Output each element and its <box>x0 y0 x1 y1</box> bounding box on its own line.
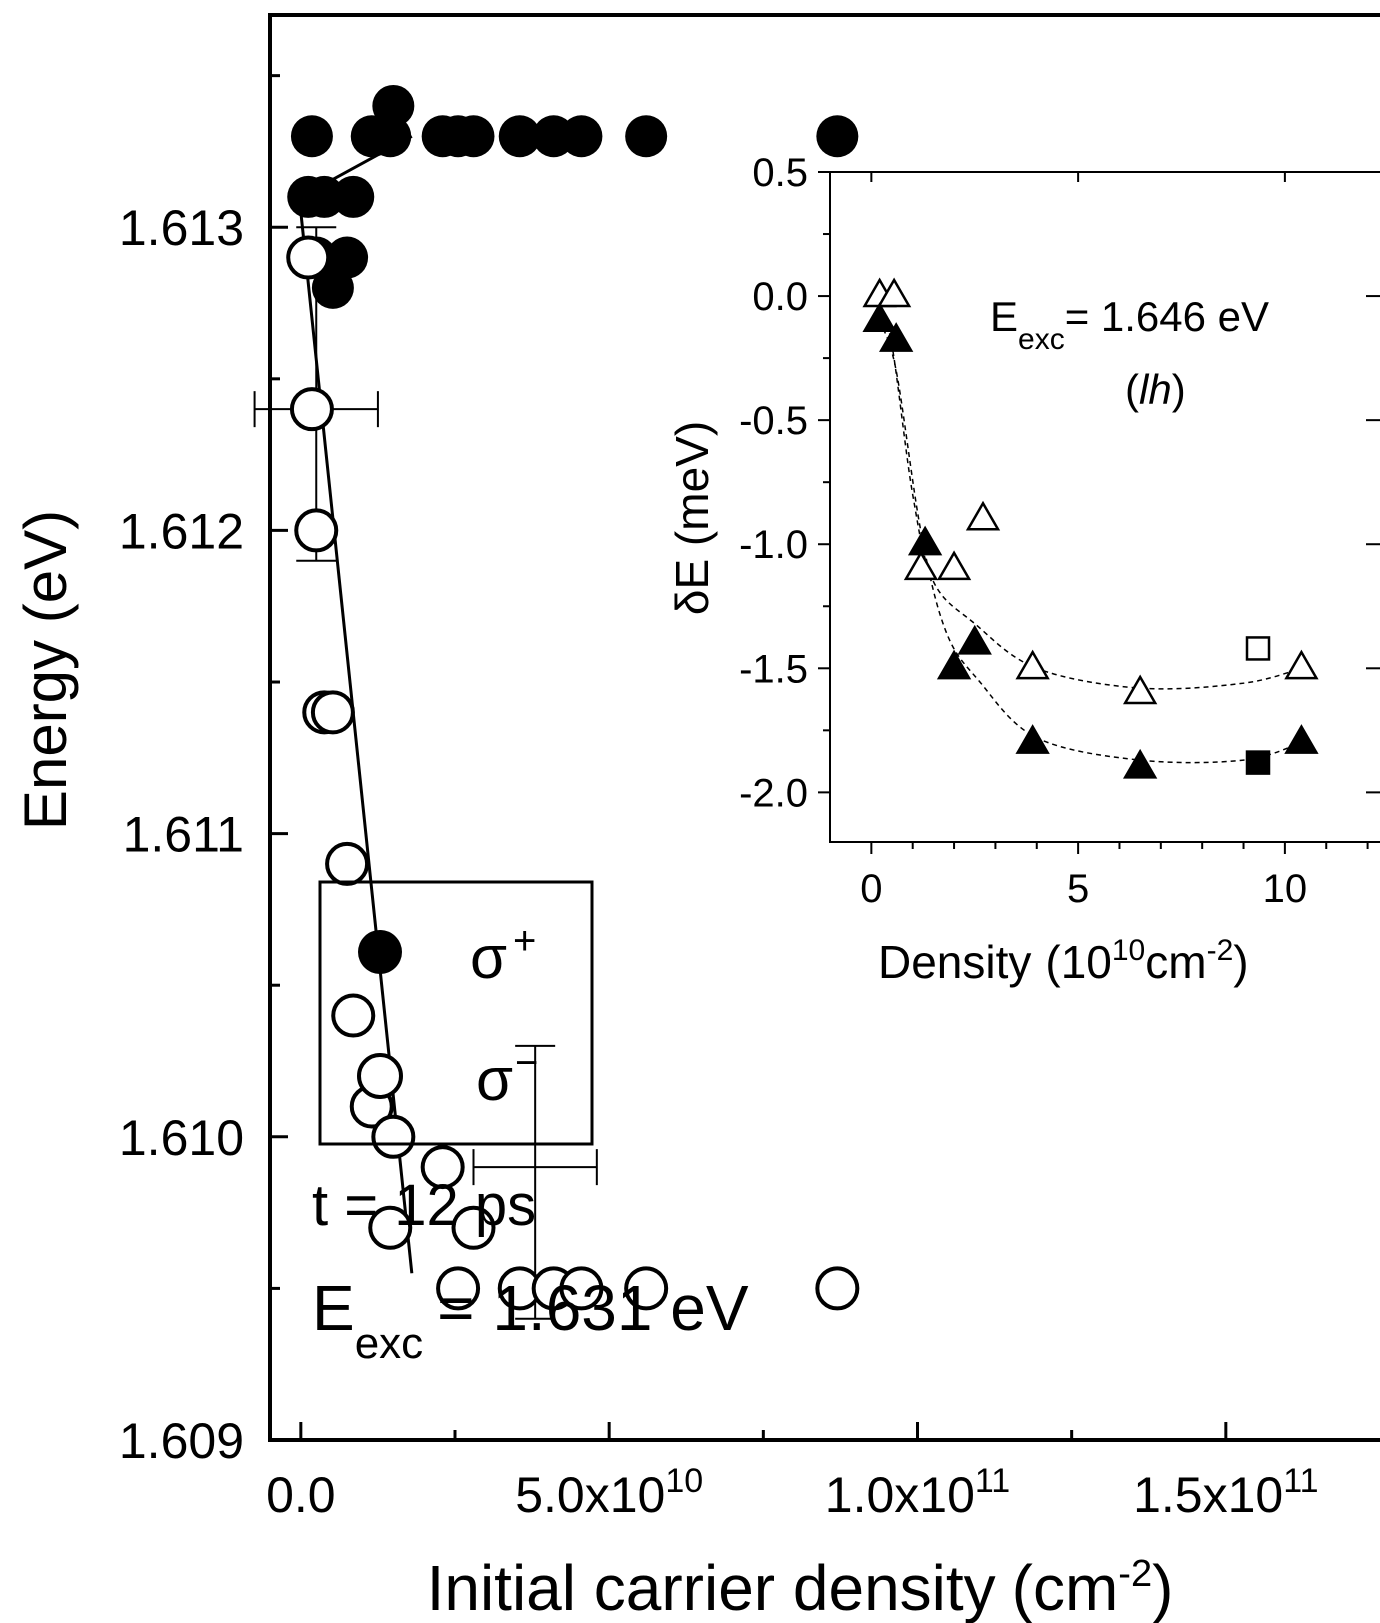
main-time-annotation: t = 12 ps <box>312 1173 536 1238</box>
legend-marker-open-circle <box>357 1053 403 1099</box>
main-y-tick-label: 1.611 <box>123 807 244 863</box>
open-triangle-point <box>1015 649 1050 680</box>
sigma-plus-point <box>369 115 412 158</box>
sigma-minus-point <box>325 841 370 886</box>
open-triangle-point <box>903 550 939 581</box>
filled-triangle-point <box>1015 724 1050 754</box>
inset-x-axis-label: Density (1010cm-2) <box>878 934 1249 988</box>
main-x-tick-label: 1.5x1011 <box>1133 1462 1318 1523</box>
inset-x-tick-label: 5 <box>1067 867 1089 911</box>
sigma-plus-point <box>816 115 859 158</box>
legend-label-sigma-plus: σ + <box>470 919 536 991</box>
sigma-minus-point <box>451 1205 496 1250</box>
sigma-minus-point <box>559 1266 604 1311</box>
sigma-minus-point <box>294 508 339 553</box>
filled-square-point <box>1245 750 1271 775</box>
inset-background <box>830 172 1380 842</box>
inset-y-tick-label: 0.5 <box>752 151 808 195</box>
main-x-axis-unit-exp: -2 <box>1118 1553 1152 1595</box>
inset-guide-curve-1 <box>878 320 1302 764</box>
sigma-plus-point <box>303 175 346 218</box>
main-y-tick-label: 1.612 <box>119 503 244 559</box>
main-y-tick-label: 1.610 <box>119 1110 244 1166</box>
legend-box <box>318 880 594 1146</box>
main-y-tick-label: 1.609 <box>119 1413 244 1469</box>
inset-y-tick-label: 0.0 <box>752 275 808 319</box>
main-plot-frame <box>268 13 1380 1442</box>
inset-y-tick-label: -0.5 <box>739 399 808 443</box>
filled-triangle-point <box>907 525 943 556</box>
sigma-minus-point <box>815 1266 860 1311</box>
inset-y-ticks: 0.5 0.0 -0.5 -1.0 -1.5 -2.0 <box>739 151 1380 815</box>
main-y-tick-label: 1.613 <box>119 200 244 256</box>
sigma-minus-point <box>436 1266 481 1311</box>
main-x-axis-label: Initial carrier density (cm-2) <box>427 1552 1174 1623</box>
inset-plot-frame <box>829 171 1380 843</box>
sigma-minus-point <box>310 690 355 735</box>
open-triangle-point <box>936 550 972 581</box>
sigma-plus-point <box>498 115 541 158</box>
main-x-tick-label: 5.0x1010 <box>515 1462 703 1523</box>
legend-marker-filled-circle <box>358 930 402 974</box>
main-data-points <box>286 84 860 1311</box>
main-chart: 0.0 5.0x1010 1.0x1011 1.5x1011 1.6091.6101.… <box>12 13 1380 1623</box>
legend-label-sigma-minus: σ− <box>476 1041 538 1113</box>
sigma-minus-point <box>624 1266 669 1311</box>
filled-triangle-point <box>862 302 897 333</box>
sigma-minus-point <box>371 1114 416 1159</box>
inset-y-tick-label: -1.0 <box>739 523 808 567</box>
inset-guide-curves <box>878 308 1302 764</box>
inset-x-tick-label: 0 <box>860 867 882 911</box>
open-triangle-point <box>965 500 1001 531</box>
sigma-minus-point <box>331 993 376 1038</box>
inset-y-axis-label: δE (meV) <box>666 421 718 615</box>
filled-triangle-point <box>957 624 992 655</box>
sigma-plus-point <box>372 84 415 127</box>
main-x-axis-unit-open: (cm <box>1012 1552 1119 1623</box>
sigma-minus-point <box>420 1145 465 1190</box>
sigma-plus-point <box>332 175 375 218</box>
filled-triangle-point <box>1122 748 1158 779</box>
main-legend: σ + σ− <box>318 880 594 1146</box>
sigma-plus-point <box>326 236 369 279</box>
main-energy-annotation: Eexc = 1.631 eV <box>312 1272 749 1368</box>
sigma-minus-point <box>289 387 334 432</box>
main-y-ticks: 1.609 1.610 1.611 1.612 1.613 <box>119 74 288 1469</box>
inset-y-tick-label: -1.5 <box>739 647 808 691</box>
inset-x-ticks: 0 5 10 <box>860 172 1369 911</box>
main-x-tick-label: 0.0 <box>266 1467 336 1523</box>
filled-triangle-point <box>936 649 972 680</box>
inset-data-points <box>862 277 1319 779</box>
open-triangle-point <box>1122 674 1158 705</box>
open-triangle-point <box>876 277 912 308</box>
main-x-tick-label: 1.0x1011 <box>825 1462 1010 1523</box>
filled-triangle-point <box>1284 724 1319 754</box>
sigma-plus-point <box>452 115 495 158</box>
main-y-axis-label: Energy (eV) <box>12 510 79 830</box>
inset-y-tick-label: -2.0 <box>739 771 808 815</box>
sigma-plus-point <box>625 115 668 158</box>
sigma-minus-point <box>368 1205 413 1250</box>
open-triangle-point <box>1284 649 1319 680</box>
inset-x-tick-label: 10 <box>1263 867 1308 911</box>
main-x-axis-label-text: Initial carrier density <box>427 1552 996 1623</box>
sigma-minus-point <box>286 235 331 280</box>
inset-chart: 0 5 10 0.5 0.0 -0.5 -1.0 -1.5 -2.0 Density (1010… <box>666 151 1380 988</box>
sigma-plus-point <box>290 115 333 158</box>
sigma-plus-point <box>560 115 603 158</box>
filled-triangle-point <box>879 322 914 352</box>
open-square-point <box>1245 636 1271 661</box>
main-x-axis-unit-close: ) <box>1152 1552 1173 1623</box>
main-x-ticks: 0.0 5.0x1010 1.0x1011 1.5x1011 <box>266 1422 1319 1523</box>
inset-band-annotation: (lh) <box>1125 366 1186 413</box>
inset-energy-annotation: Eexc= 1.646 eV <box>990 293 1269 356</box>
